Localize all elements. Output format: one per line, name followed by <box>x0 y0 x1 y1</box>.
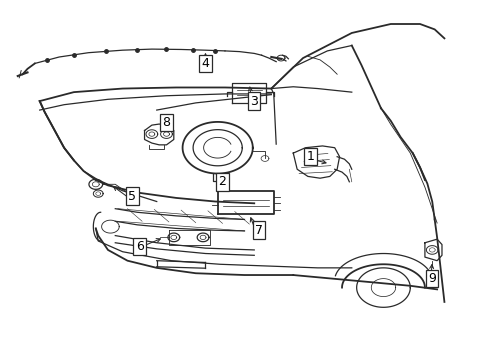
Text: 1: 1 <box>306 150 314 163</box>
Text: 6: 6 <box>136 240 143 253</box>
Text: 3: 3 <box>250 95 258 108</box>
Text: 5: 5 <box>128 190 136 203</box>
Text: 7: 7 <box>255 224 263 237</box>
Text: 8: 8 <box>162 116 170 129</box>
Text: 4: 4 <box>201 57 209 70</box>
Text: 9: 9 <box>427 272 435 285</box>
Text: 2: 2 <box>218 175 226 188</box>
